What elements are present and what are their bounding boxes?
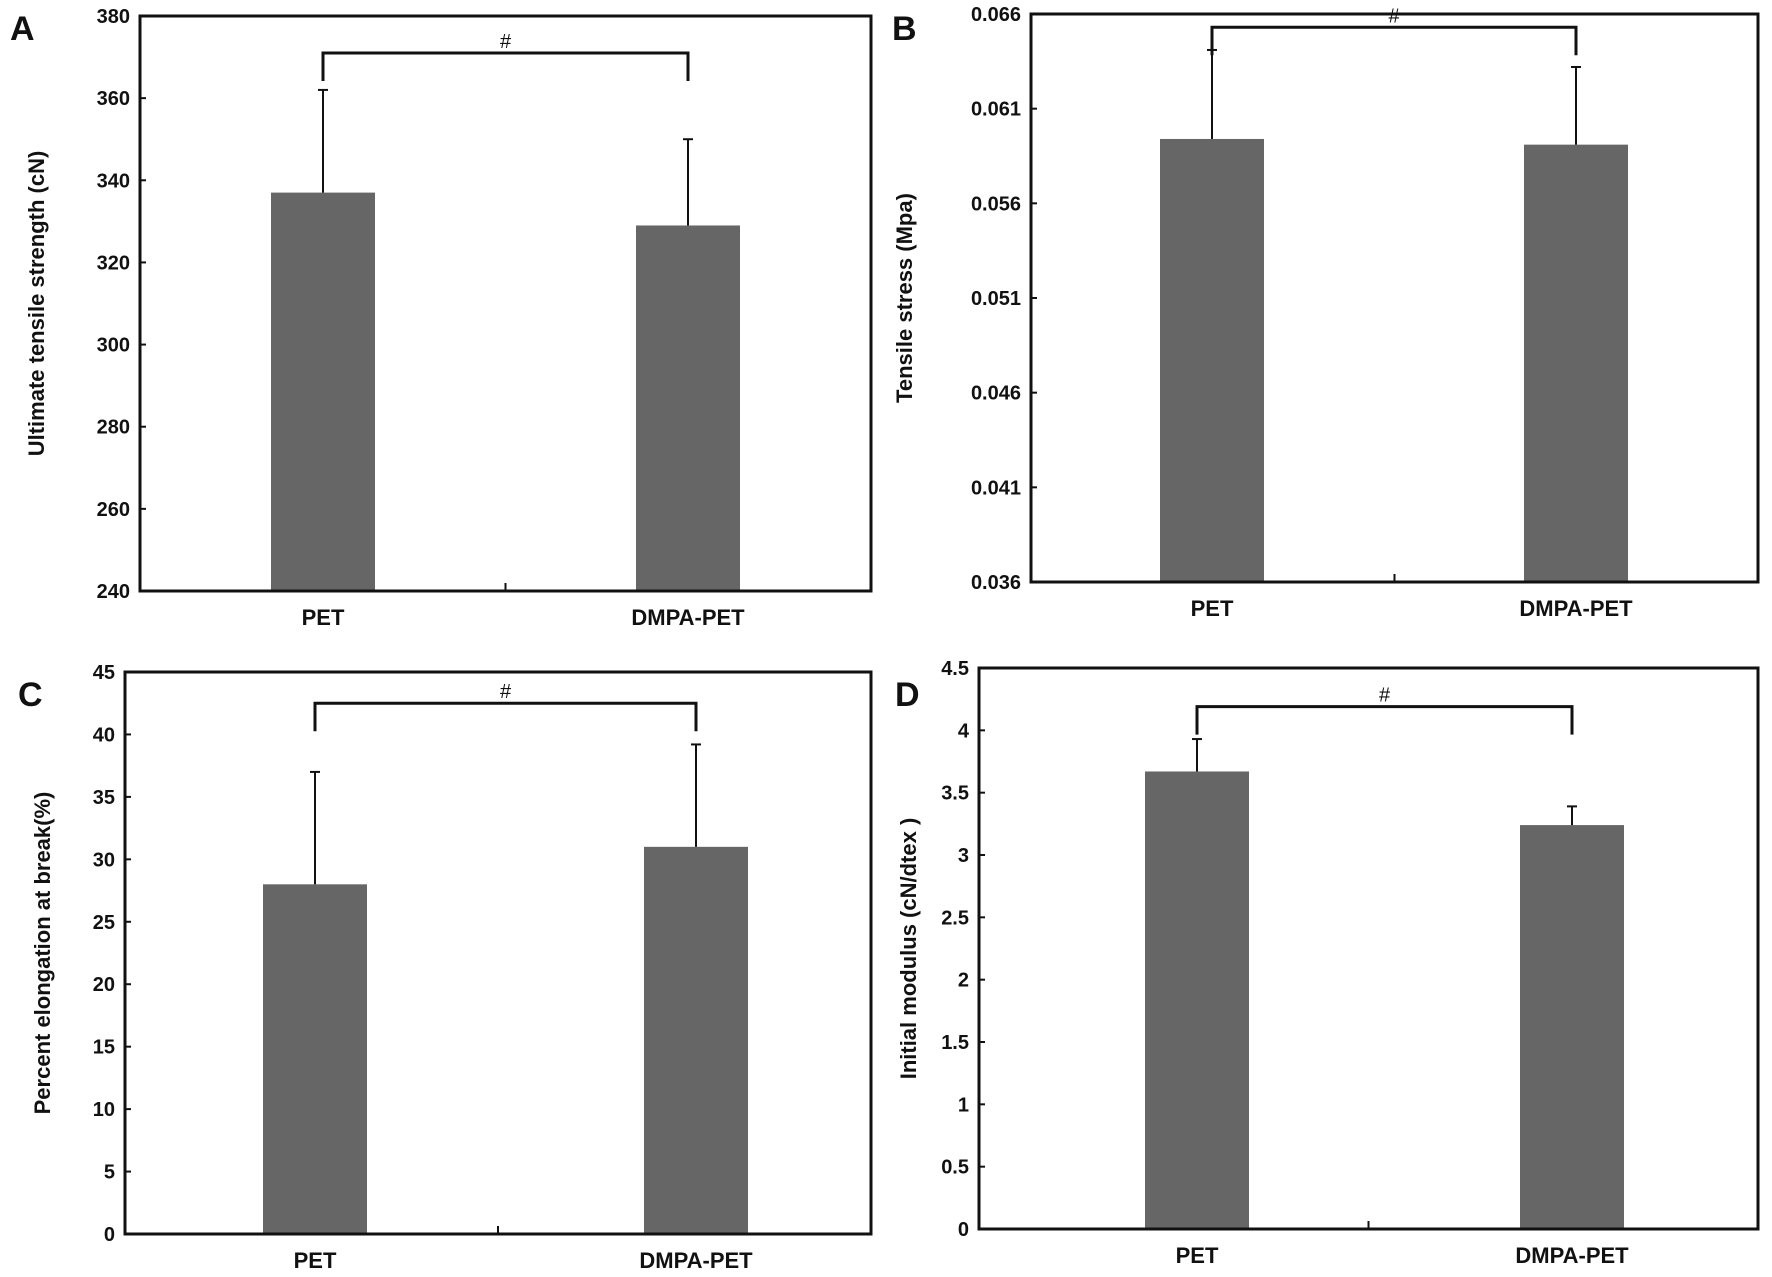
x-tick-label: PET: [1191, 596, 1234, 621]
y-tick-label: 340: [97, 170, 130, 192]
panel-A: A PET DMPA-PET 240 260 280 300 320 340 360 380 Ulti…: [10, 6, 873, 630]
y-tick-label: 3: [958, 845, 969, 867]
y-tick-label: 360: [97, 88, 130, 110]
significance-label: #: [1379, 685, 1391, 707]
x-tick-label: DMPA-PET: [639, 1248, 753, 1273]
y-axis-label: Percent elongation at break(%): [30, 792, 55, 1115]
significance-bracket: [321, 51, 690, 81]
y-tick-label: 35: [93, 787, 115, 809]
x-tick-label: PET: [1176, 1243, 1219, 1268]
y-tick-label: 260: [97, 499, 130, 521]
y-tick-label: 2.5: [941, 907, 969, 929]
panel-D: D PET DMPA-PET 0 0.5 1 1.5 2 2.5 3 3.5 4 4.5 Initial …: [895, 658, 1760, 1268]
y-tick-label: 25: [93, 912, 115, 934]
significance-label: #: [500, 681, 512, 703]
y-tick-label: 0: [104, 1224, 115, 1246]
y-tick-label: 0.036: [971, 572, 1021, 594]
bar-dmpa-pet: [1520, 825, 1624, 1229]
plot-frame: [1029, 12, 1760, 584]
significance-label: #: [1388, 5, 1400, 27]
y-tick-label: 320: [97, 252, 130, 274]
y-tick-label: 0.041: [971, 477, 1021, 499]
bar-pet: [1160, 138, 1264, 582]
y-tick-label: 4: [958, 720, 970, 742]
y-tick-label: 40: [93, 724, 115, 746]
plot-frame: [138, 14, 873, 593]
x-tick-label: PET: [302, 605, 345, 630]
plot-frame: [123, 670, 873, 1236]
bar-pet: [271, 192, 375, 591]
y-axis-label: Tensile stress (Mpa): [892, 193, 917, 403]
y-tick-label: 1.5: [941, 1032, 969, 1054]
y-tick-label: 300: [97, 335, 130, 357]
y-tick-label: 20: [93, 974, 115, 996]
x-tick-label: DMPA-PET: [1515, 1243, 1629, 1268]
bar-pet: [1145, 771, 1249, 1229]
x-tick-label: DMPA-PET: [1519, 596, 1633, 621]
y-tick-label: 0.046: [971, 383, 1021, 405]
significance-bracket: [1195, 705, 1574, 735]
y-tick-label: 280: [97, 417, 130, 439]
panel-label: D: [895, 676, 920, 714]
y-tick-label: 0.5: [941, 1157, 969, 1179]
panel-C: C PET DMPA-PET 0 5 10 15 20 25 30 35 40 45 Percent el…: [18, 662, 873, 1273]
y-axis-label: Ultimate tensile strength (cN): [24, 151, 49, 457]
y-tick-label: 3.5: [941, 783, 969, 805]
x-tick-label: PET: [294, 1248, 337, 1273]
y-tick-label: 5: [104, 1162, 115, 1184]
bar-dmpa-pet: [636, 225, 740, 591]
y-axis-label: Initial modulus (cN/dtex ): [896, 818, 921, 1080]
panel-label: B: [892, 10, 917, 48]
bar-dmpa-pet: [644, 846, 748, 1234]
panel-label: C: [18, 676, 43, 714]
y-tick-label: 0.066: [971, 4, 1021, 26]
y-tick-label: 2: [958, 970, 969, 992]
bar-pet: [263, 884, 367, 1234]
y-tick-label: 30: [93, 849, 115, 871]
y-tick-label: 0.051: [971, 288, 1021, 310]
significance-bracket: [1210, 25, 1578, 56]
y-tick-label: 45: [93, 662, 115, 684]
y-tick-label: 4.5: [941, 658, 969, 680]
y-tick-label: 0: [958, 1219, 969, 1241]
y-tick-label: 380: [97, 6, 130, 28]
y-tick-label: 10: [93, 1099, 115, 1121]
significance-label: #: [500, 31, 512, 53]
plot-frame: [977, 666, 1760, 1231]
panel-B: B PET DMPA-PET 0.036 0.041 0.046 0.051 0.056 0.0…: [892, 4, 1760, 621]
significance-bracket: [313, 701, 698, 732]
y-tick-label: 0.061: [971, 99, 1021, 121]
y-tick-label: 15: [93, 1037, 115, 1059]
x-tick-label: DMPA-PET: [631, 605, 745, 630]
bar-dmpa-pet: [1524, 144, 1628, 582]
panel-label: A: [10, 10, 35, 48]
y-tick-label: 1: [958, 1094, 969, 1116]
y-tick-label: 240: [97, 581, 130, 603]
y-tick-label: 0.056: [971, 193, 1021, 215]
